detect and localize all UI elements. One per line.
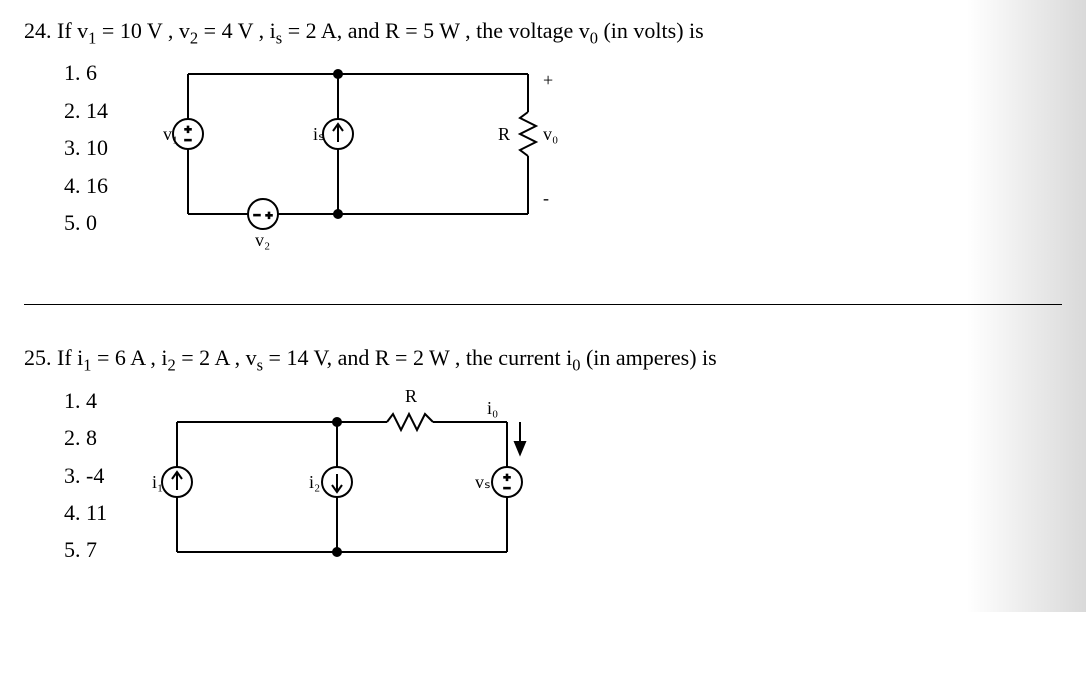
q25-choice-5: 5. 7: [64, 531, 107, 568]
q24-choice-5: 5. 0: [64, 204, 108, 241]
svg-text:−: −: [185, 133, 192, 147]
q25-t5: (in amperes) is: [580, 345, 716, 370]
q25-t4: = 14 V, and R = 2 W , the current i: [263, 345, 572, 370]
q25-s1: 1: [83, 356, 91, 375]
q25-choice-4: 4. 11: [64, 494, 107, 531]
q25-circuit: + − i₁ i₂ vₛ R i₀: [127, 382, 567, 582]
q25-label-io: i₀: [487, 398, 498, 418]
q25-label-i2: i₂: [309, 472, 320, 492]
q24-label-v1: v₁: [163, 124, 178, 144]
q24-label-vo: v₀: [543, 124, 558, 144]
q24-number: 24.: [24, 18, 52, 43]
svg-text:−: −: [254, 208, 261, 222]
problem-25: 25. If i1 = 6 A , i2 = 2 A , vs = 14 V, …: [24, 345, 1062, 581]
q25-label-i1: i₁: [152, 472, 163, 492]
q24-choices: 1. 6 2. 14 3. 10 4. 16 5. 0: [64, 54, 108, 241]
q24-circuit: + − − +: [128, 54, 568, 264]
svg-text:−: −: [504, 481, 511, 495]
q24-choice-1: 1. 6: [64, 54, 108, 91]
q24-choice-2: 2. 14: [64, 92, 108, 129]
q24-stem: 24. If v1 = 10 V , v2 = 4 V , is = 2 A, …: [24, 18, 1062, 48]
problem-24: 24. If v1 = 10 V , v2 = 4 V , is = 2 A, …: [24, 18, 1062, 264]
q24-choice-3: 3. 10: [64, 129, 108, 166]
q24-label-plus: +: [543, 70, 553, 90]
q25-number: 25.: [24, 345, 52, 370]
q24-label-minus: -: [543, 188, 549, 208]
svg-text:+: +: [266, 208, 273, 222]
q24-label-is: iₛ: [313, 124, 325, 144]
q24-t2: = 10 V , v: [96, 18, 190, 43]
q24-t4: = 2 A, and R = 5 W , the voltage v: [282, 18, 590, 43]
q25-t1: If i: [57, 345, 83, 370]
q24-t5: (in volts) is: [598, 18, 704, 43]
q25-label-vs: vₛ: [475, 472, 491, 492]
q25-choice-3: 3. -4: [64, 457, 107, 494]
q24-body: 1. 6 2. 14 3. 10 4. 16 5. 0 + − − +: [24, 54, 1062, 264]
q25-choice-2: 2. 8: [64, 419, 107, 456]
q24-choice-4: 4. 16: [64, 167, 108, 204]
q25-s2: 2: [168, 356, 176, 375]
q25-t2: = 6 A , i: [92, 345, 168, 370]
q25-stem: 25. If i1 = 6 A , i2 = 2 A , vs = 14 V, …: [24, 345, 1062, 375]
q24-label-R: R: [498, 124, 510, 144]
q25-choice-1: 1. 4: [64, 382, 107, 419]
q25-t3: = 2 A , v: [176, 345, 257, 370]
q25-label-R: R: [405, 386, 417, 406]
q24-t1: If v: [57, 18, 88, 43]
separator: [24, 304, 1062, 305]
q24-s4: 0: [590, 28, 598, 47]
q24-label-v2: v₂: [255, 230, 270, 250]
q24-s2: 2: [190, 28, 198, 47]
q24-t3: = 4 V , i: [198, 18, 276, 43]
q25-choices: 1. 4 2. 8 3. -4 4. 11 5. 7: [64, 382, 107, 569]
q25-body: 1. 4 2. 8 3. -4 4. 11 5. 7: [24, 382, 1062, 582]
